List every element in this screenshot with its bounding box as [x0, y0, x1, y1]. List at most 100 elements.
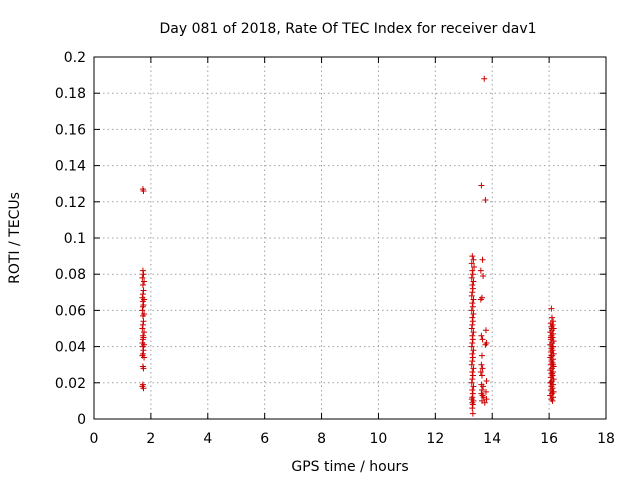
- x-tick-label: 10: [370, 431, 388, 447]
- data-point: [469, 267, 476, 274]
- data-point: [468, 292, 475, 299]
- data-point: [547, 334, 554, 341]
- data-point: [549, 343, 556, 350]
- data-point: [469, 354, 476, 361]
- data-point: [469, 332, 476, 339]
- data-point: [470, 256, 477, 263]
- x-tick-label: 0: [90, 431, 99, 447]
- data-point: [468, 307, 475, 314]
- y-tick-label: 0.06: [55, 303, 86, 319]
- data-point: [469, 314, 476, 321]
- data-point: [141, 329, 148, 336]
- data-point: [469, 376, 476, 383]
- data-point: [469, 271, 476, 278]
- y-tick-label: 0.16: [55, 122, 86, 138]
- data-point: [469, 368, 476, 375]
- data-point: [469, 253, 476, 260]
- data-point: [139, 321, 146, 328]
- data-point: [141, 354, 148, 361]
- data-point: [140, 365, 147, 372]
- data-point: [481, 399, 488, 406]
- x-tick-label: 8: [317, 431, 326, 447]
- data-point: [469, 401, 476, 408]
- data-point: [483, 396, 490, 403]
- data-points: [139, 75, 557, 417]
- data-point: [468, 379, 475, 386]
- data-point: [548, 352, 555, 359]
- data-point: [139, 291, 146, 298]
- data-point: [139, 343, 146, 350]
- data-point: [139, 312, 146, 319]
- data-point: [469, 350, 476, 357]
- y-tick-label: 0.04: [55, 340, 86, 356]
- y-tick-label: 0.1: [64, 231, 86, 247]
- data-point: [469, 300, 476, 307]
- data-point: [477, 368, 484, 375]
- axes: 0 2 4 6 8 10 12 14 16 18 0 0.02 0.04 0.06 0.08 0.1 0.12 0…: [55, 50, 615, 447]
- y-tick-label: 0.14: [55, 159, 86, 175]
- data-point: [469, 282, 476, 289]
- y-tick-label: 0: [77, 412, 86, 428]
- data-point: [547, 379, 554, 386]
- data-point: [548, 370, 555, 377]
- data-point: [140, 271, 147, 278]
- data-point: [469, 387, 476, 394]
- data-point: [470, 365, 477, 372]
- data-point: [482, 196, 489, 203]
- data-point: [470, 383, 477, 390]
- data-point: [139, 298, 146, 305]
- data-point: [139, 307, 146, 314]
- data-point: [469, 339, 476, 346]
- x-tick-label: 16: [540, 431, 558, 447]
- x-tick-label: 14: [483, 431, 501, 447]
- data-point: [549, 388, 556, 395]
- data-point: [469, 410, 476, 417]
- data-point: [470, 278, 477, 285]
- data-point: [548, 305, 555, 312]
- data-point: [478, 387, 485, 394]
- y-tick-label: 0.02: [55, 376, 86, 392]
- data-point: [470, 329, 477, 336]
- data-point: [479, 336, 486, 343]
- data-point: [550, 361, 557, 368]
- data-point: [482, 341, 489, 348]
- data-point: [477, 267, 484, 274]
- data-point: [470, 296, 477, 303]
- data-point: [469, 390, 476, 397]
- data-point: [469, 303, 476, 310]
- data-point: [480, 273, 487, 280]
- y-axis-label: ROTI / TECUs: [7, 192, 23, 284]
- x-tick-label: 18: [597, 431, 615, 447]
- data-point: [480, 383, 487, 390]
- data-point: [548, 314, 555, 321]
- x-tick-label: 4: [203, 431, 212, 447]
- data-point: [549, 397, 556, 404]
- data-point: [139, 303, 146, 310]
- y-tick-label: 0.18: [55, 86, 86, 102]
- data-point: [139, 336, 146, 343]
- x-tick-label: 2: [146, 431, 155, 447]
- data-point: [468, 260, 475, 267]
- data-point: [481, 75, 488, 82]
- data-point: [471, 263, 478, 270]
- data-point: [548, 325, 555, 332]
- data-point: [468, 343, 475, 350]
- data-point: [140, 347, 147, 354]
- data-point: [482, 388, 489, 395]
- data-point: [469, 285, 476, 292]
- data-point: [479, 256, 486, 263]
- chart-title: Day 081 of 2018, Rate Of TEC Index for r…: [159, 21, 536, 37]
- data-point: [468, 361, 475, 368]
- data-point: [469, 321, 476, 328]
- x-tick-label: 12: [426, 431, 444, 447]
- data-point: [479, 365, 486, 372]
- data-point: [139, 325, 146, 332]
- data-point: [468, 274, 475, 281]
- plot-border: [93, 56, 607, 420]
- data-point: [470, 347, 477, 354]
- data-point: [469, 372, 476, 379]
- y-tick-label: 0.08: [55, 267, 86, 283]
- data-point: [482, 327, 489, 334]
